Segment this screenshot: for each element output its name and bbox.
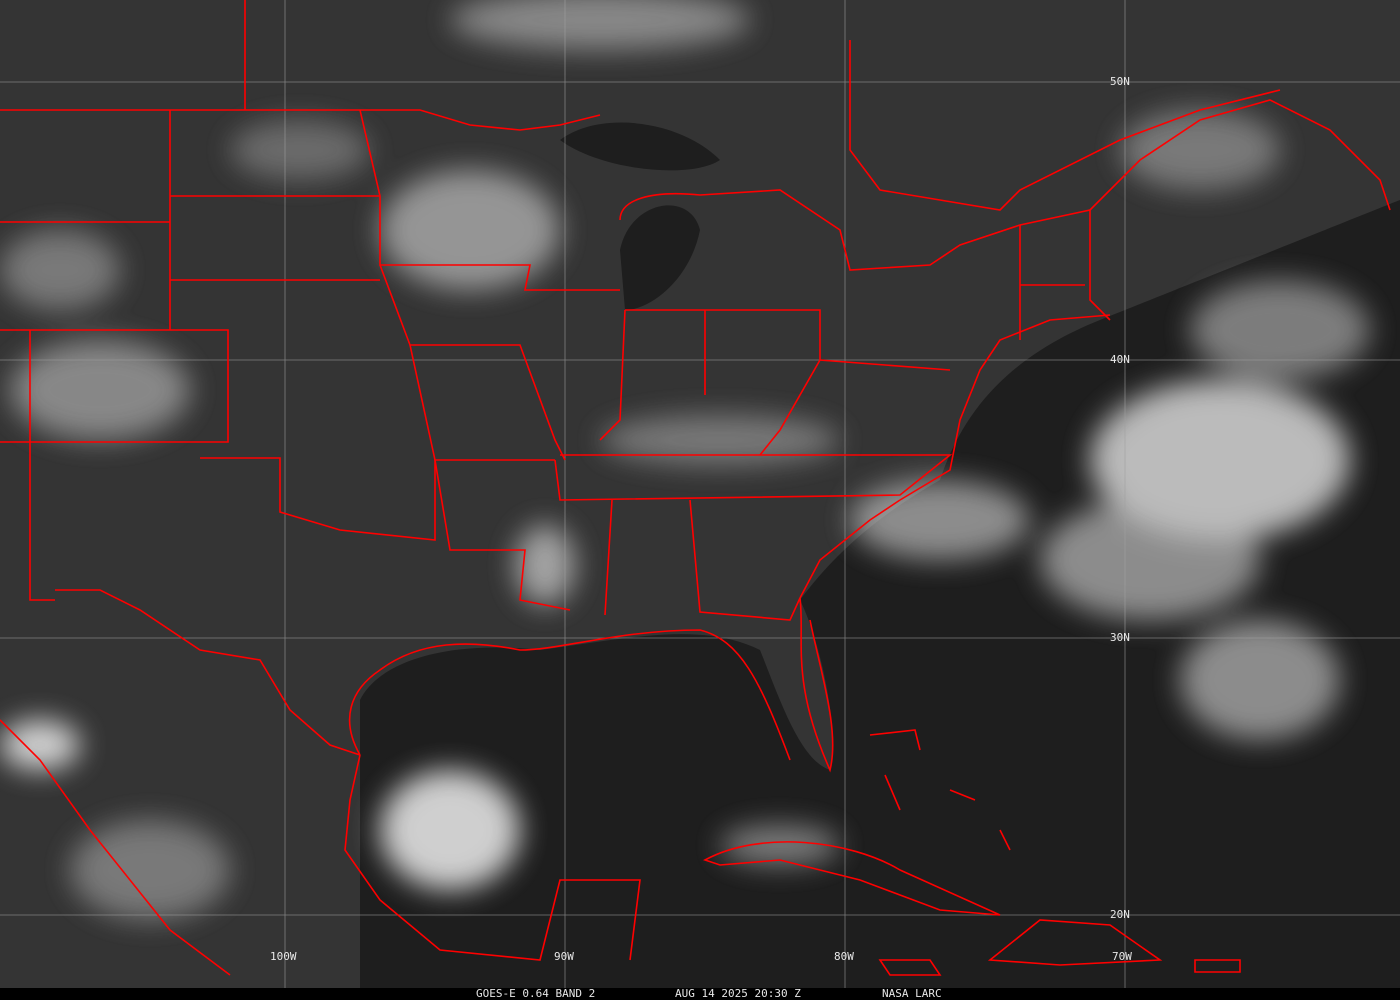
lat-label-50n: 50N (1110, 75, 1130, 88)
credit-label: NASA LARC (882, 987, 942, 1000)
lon-label-100w: 100W (270, 950, 297, 963)
lat-label-20n: 20N (1110, 908, 1130, 921)
lon-label-70w: 70W (1112, 950, 1132, 963)
timestamp-label: AUG 14 2025 20:30 Z (675, 987, 801, 1000)
political-borders (0, 0, 1391, 976)
lon-label-90w: 90W (554, 950, 574, 963)
lat-label-30n: 30N (1110, 631, 1130, 644)
lat-label-40n: 40N (1110, 353, 1130, 366)
image-caption-bar: GOES-E 0.64 BAND 2 AUG 14 2025 20:30 Z N… (0, 988, 1400, 1000)
lon-label-80w: 80W (834, 950, 854, 963)
satellite-band-label: GOES-E 0.64 BAND 2 (476, 987, 596, 1000)
grid-labels: 50N 40N 30N 20N 100W 90W 80W 70W (270, 75, 1132, 963)
ocean-areas (0, 122, 1400, 988)
cloud-cover (0, 0, 1370, 920)
